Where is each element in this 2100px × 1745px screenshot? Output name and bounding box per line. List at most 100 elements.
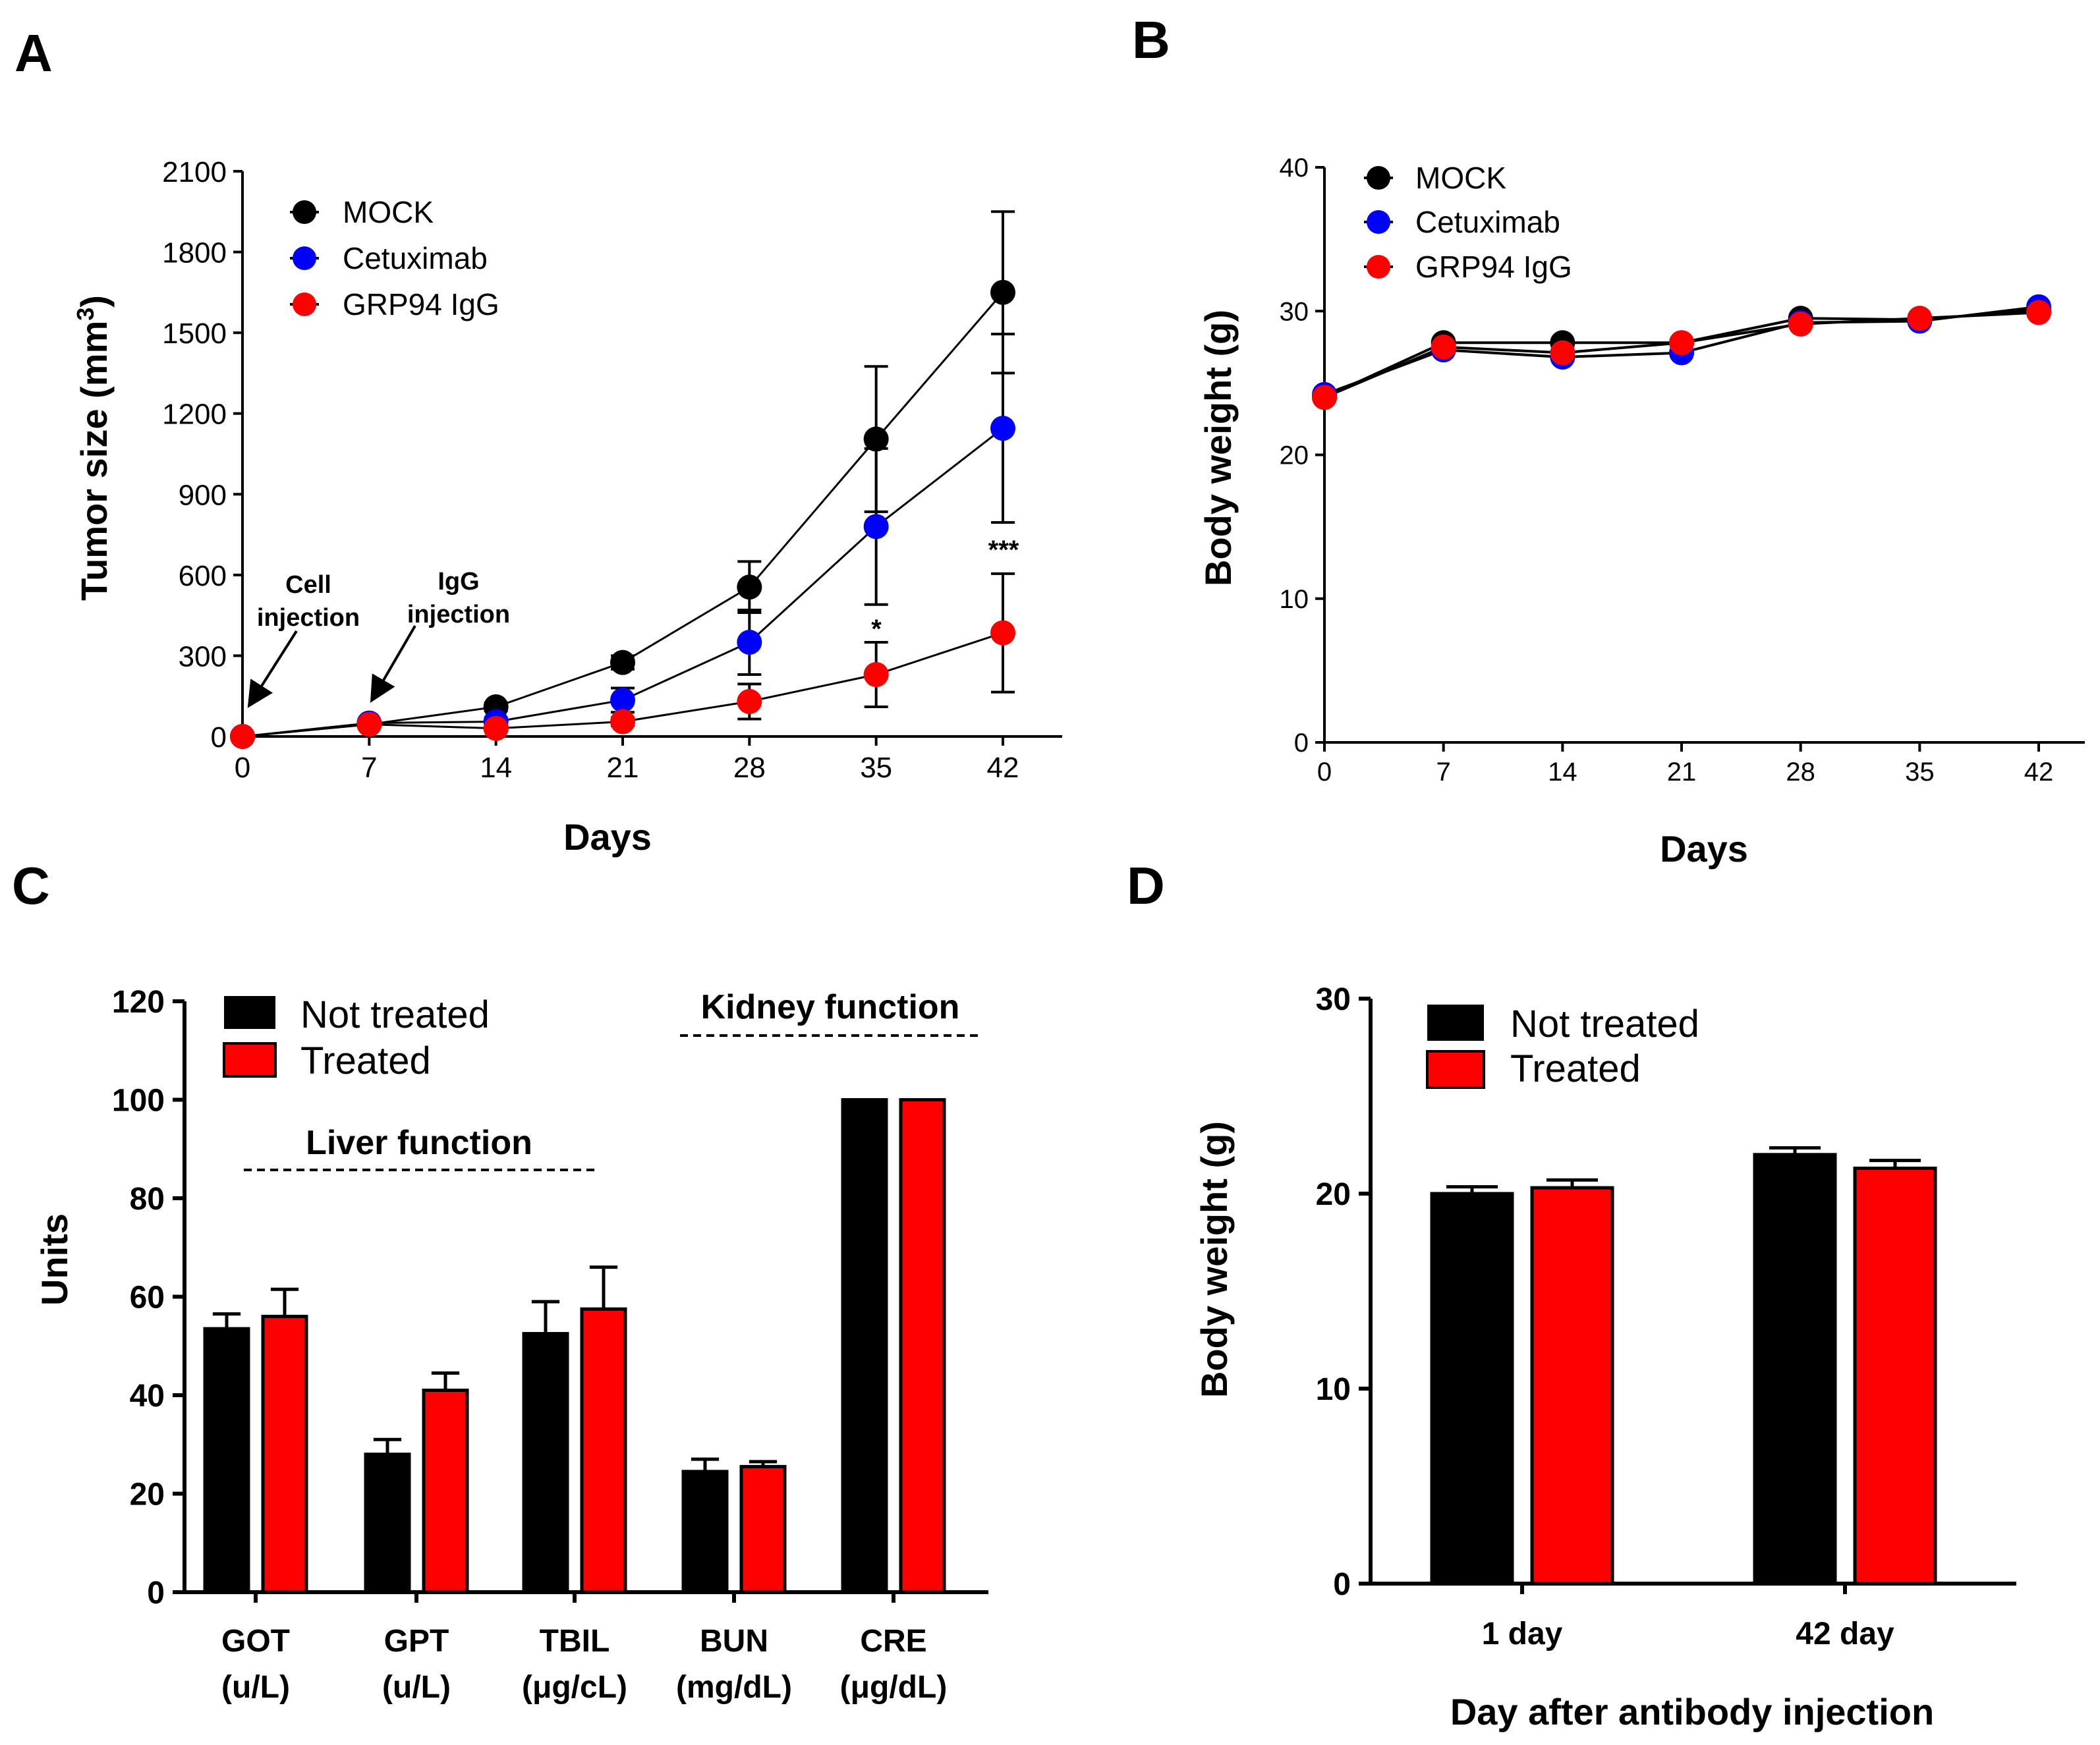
legend-label-mock: MOCK [343,195,434,229]
panel-d-bar-not-treated-42-day [1753,1153,1837,1586]
panel-c-y-tick-label: 40 [130,1379,165,1414]
panel-a-point-mock [863,426,889,452]
panel-a-x-axis-title: Days [563,816,652,858]
panel-c-y-tick-label: 80 [130,1182,165,1217]
panel-b-legend: MOCK Cetuximab GRP94 IgG [1364,161,1572,284]
panel-b-x-tick-label: 0 [1317,758,1332,787]
panel-c-category-label: BUN [700,1624,768,1659]
panel-a-x-tick-label: 28 [733,752,766,784]
panel-b-y-tick-label: 0 [1294,729,1309,758]
panel-a-point-mock [737,574,762,600]
panel-c-bar-treated-cre [899,1098,946,1594]
panel-a-point-grp94-igg [990,620,1015,646]
panel-c-y-tick-label: 0 [147,1576,165,1611]
panel-label-d: D [1127,856,1165,915]
panel-a-y-tick-label: 1200 [162,399,227,431]
panel-a-point-grp94-igg [610,709,635,734]
panel-a-x-tick-label: 14 [480,752,512,784]
panel-b-point-grp94-igg [1550,340,1575,366]
panel-d-y-tick-label: 30 [1316,982,1351,1017]
panel-a-point-grp94-igg [737,688,762,714]
panel-d-bar-not-treated-1-day [1430,1192,1514,1586]
panel-c-bar-not-treated-got [203,1327,250,1594]
panel-label-b: B [1132,11,1170,69]
panel-b-point-grp94-igg [1312,385,1337,410]
panel-b-point-grp94-igg [1788,311,1813,337]
panel-d-category-label: 42 day [1796,1617,1894,1651]
panel-d-legend: Not treated Treated [1426,1003,1699,1090]
group-label-kidney-function: Kidney function [701,988,960,1026]
panel-b-y-axis-title: Body weight (g) [1197,310,1239,586]
annotation-significance-day35: * [871,615,882,644]
panel-a-point-mock [610,650,635,675]
legend-marker-grp94-b [1367,255,1390,279]
panel-label-a: A [14,24,53,82]
panel-b-x-tick-label: 28 [1786,758,1815,787]
panel-c-bar-not-treated-tbil [522,1332,569,1594]
panel-d-bar-treated-1-day [1530,1186,1614,1586]
panel-d-category-label: 1 day [1482,1617,1563,1651]
panel-c-category-label: TBIL [540,1624,610,1659]
panel-a-point-cetuximab [990,416,1015,441]
panel-c-y-axis-title: Units [34,1213,75,1306]
panel-b-point-grp94-igg [2026,300,2051,325]
panel-label-c: C [12,856,50,915]
panel-b-y-tick-label: 30 [1280,297,1309,326]
panel-a-x-tick-label: 42 [987,752,1019,784]
panel-c-bar-not-treated-bun [681,1470,729,1594]
panel-c-blood-chemistry-chart: Units Not treated Treated Liver function… [34,985,988,1705]
panel-c-bar-treated-got [261,1314,308,1594]
legend-swatch-treated-c [223,1042,277,1078]
legend-marker-mock-b [1367,166,1390,190]
panel-b-y-tick-label: 20 [1280,441,1309,470]
panel-d-x-axis-title: Day after antibody injection [1450,1691,1934,1732]
panel-a-x-tick-label: 35 [860,752,892,784]
legend-label-grp94: GRP94 IgG [343,287,499,321]
panel-b-y-tick-label: 40 [1280,153,1309,182]
panel-b-x-tick-label: 21 [1667,758,1697,787]
legend-swatch-not-treated-c [224,996,275,1029]
panel-d-y-tick-label: 0 [1333,1567,1351,1602]
panel-a-legend: MOCK Cetuximab GRP94 IgG [290,195,499,321]
panel-a-point-cetuximab [863,514,889,540]
panel-d-y-tick-label: 20 [1316,1177,1351,1212]
panel-a-x-tick-label: 0 [235,752,250,784]
panel-d-y-axis-title: Body weight (g) [1193,1121,1235,1398]
panel-b-x-tick-label: 35 [1905,758,1935,787]
panel-b-x-axis-title: Days [1660,828,1748,870]
panel-c-category-unit: (μg/dL) [840,1670,948,1705]
legend-marker-cetuximab [293,246,316,270]
panel-c-category-unit: (mg/dL) [676,1670,792,1705]
panel-b-body-weight-chart: Body weight (g) Days MOCK Cetuximab GRP9… [1197,153,2085,870]
panel-b-y-tick-label: 10 [1280,585,1309,614]
panel-c-y-tick-label: 120 [112,985,165,1020]
panel-b-point-grp94-igg [1431,334,1456,360]
panel-c-bar-not-treated-cre [841,1098,888,1594]
legend-label-not-treated-c: Not treated [300,993,490,1036]
panel-c-legend: Not treated Treated [223,993,490,1082]
legend-label-cetuximab-b: Cetuximab [1415,205,1560,239]
annotation-cell-injection: Cell injection [257,571,360,632]
panel-b-x-tick-label: 14 [1548,758,1577,787]
legend-label-mock-b: MOCK [1415,161,1506,195]
panel-c-bar-treated-gpt [422,1389,469,1594]
panel-a-point-grp94-igg [483,715,509,741]
panel-d-body-weight-bar-chart: Body weight (g) Day after antibody injec… [1193,982,2016,1732]
panel-a-point-grp94-igg [356,711,382,737]
panel-d-bar-treated-42-day [1853,1167,1937,1586]
panel-c-category-label: GPT [384,1624,449,1659]
panel-c-category-unit: (u/L) [221,1670,290,1705]
panel-c-y-tick-label: 20 [130,1478,165,1512]
panel-c-bar-treated-tbil [580,1307,627,1594]
annotation-igg-injection: IgG injection [407,568,510,628]
legend-label-treated-c: Treated [300,1039,431,1082]
panel-b-point-grp94-igg [1907,306,1933,331]
panel-a-y-tick-label: 0 [211,721,227,754]
panel-a-point-cetuximab [610,687,635,713]
legend-marker-cetuximab-b [1367,210,1390,234]
legend-label-treated-d: Treated [1510,1047,1641,1090]
panel-a-y-axis-title: Tumor size (mm3) [72,295,115,601]
panel-c-bar-not-treated-gpt [364,1453,411,1594]
panel-a-y-tick-label: 300 [179,640,227,673]
